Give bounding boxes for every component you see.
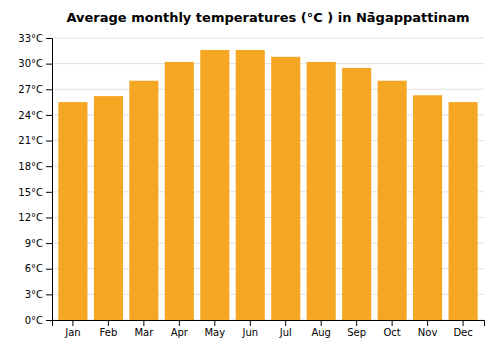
- x-axis: Jan Feb Mar Apr May Jun Jul Aug Sep Oct Nov Dec: [53, 320, 485, 338]
- y-tick: 9°C: [25, 238, 52, 249]
- x-tick: Apr: [171, 320, 189, 338]
- x-tick: Jun: [241, 320, 258, 338]
- chart-container: 0°C 3°C 6°C 9°C 12°C 15°C 18°C 21°C 24°C 27°C 30°C…: [0, 0, 500, 350]
- x-tick-label: Jan: [64, 327, 80, 338]
- x-tick: May: [204, 320, 225, 338]
- x-tick-label: Mar: [134, 327, 154, 338]
- bar: [129, 81, 158, 320]
- x-tick-mark: [108, 320, 109, 326]
- x-tick-label: Dec: [453, 327, 472, 338]
- x-tick-label: Oct: [383, 327, 400, 338]
- y-tick-mark: [46, 64, 52, 65]
- bar: [307, 62, 336, 320]
- x-tick: Jul: [279, 320, 292, 338]
- x-tick-mark: [250, 320, 251, 326]
- y-tick: 18°C: [18, 161, 52, 172]
- bars: [58, 50, 477, 320]
- x-tick-mark: [179, 320, 180, 326]
- bar: [200, 50, 229, 320]
- bar: [58, 102, 87, 320]
- y-tick-mark: [46, 38, 52, 39]
- x-tick: Aug: [311, 320, 331, 338]
- axis-line: [46, 39, 53, 321]
- y-tick-mark: [46, 115, 52, 116]
- y-tick-label: 12°C: [18, 212, 43, 223]
- y-tick-mark: [46, 141, 52, 142]
- grid-line: [52, 63, 484, 64]
- chart: 0°C 3°C 6°C 9°C 12°C 15°C 18°C 21°C 24°C 27°C 30°C…: [0, 0, 500, 350]
- y-tick: 12°C: [18, 212, 52, 223]
- y-tick-label: 6°C: [25, 263, 43, 274]
- bar: [271, 57, 300, 320]
- grid-line: [52, 38, 484, 39]
- y-axis: 0°C 3°C 6°C 9°C 12°C 15°C 18°C 21°C 24°C 27°C 30°C…: [18, 33, 52, 326]
- x-tick: Mar: [134, 320, 154, 338]
- y-tick-label: 30°C: [18, 58, 43, 69]
- x-tick: Nov: [418, 320, 438, 338]
- bar: [449, 102, 478, 320]
- bar: [342, 68, 371, 320]
- y-tick: 3°C: [25, 289, 52, 300]
- x-tick: Feb: [100, 320, 118, 338]
- x-tick-label: Apr: [171, 327, 189, 338]
- x-tick-mark: [285, 320, 286, 326]
- y-tick-label: 0°C: [25, 315, 43, 326]
- y-tick-mark: [46, 192, 52, 193]
- y-tick-label: 24°C: [18, 110, 43, 121]
- grid-line: [52, 89, 484, 90]
- x-tick-label: Jun: [241, 327, 258, 338]
- y-tick-mark: [46, 89, 52, 90]
- x-tick-mark: [321, 320, 322, 326]
- bar: [165, 62, 194, 320]
- y-tick-label: 15°C: [18, 187, 43, 198]
- title: Average monthly temperatures (°C ) in Nā…: [66, 10, 469, 25]
- y-tick-mark: [46, 243, 52, 244]
- x-tick-mark: [392, 320, 393, 326]
- x-tick-mark: [463, 320, 464, 326]
- grid: [52, 38, 484, 320]
- y-tick-mark: [46, 269, 52, 270]
- x-tick-mark: [143, 320, 144, 326]
- y-tick: 0°C: [25, 315, 52, 326]
- bar: [94, 96, 123, 320]
- x-tick-label: Aug: [311, 327, 331, 338]
- y-tick-mark: [46, 166, 52, 167]
- x-tick-label: May: [204, 327, 225, 338]
- y-tick: 21°C: [18, 135, 52, 146]
- y-tick: 15°C: [18, 187, 52, 198]
- x-tick-label: Jul: [279, 327, 292, 338]
- y-tick: 27°C: [18, 84, 52, 95]
- x-tick: Sep: [347, 320, 366, 338]
- y-tick-mark: [46, 294, 52, 295]
- y-tick: 6°C: [25, 263, 52, 274]
- y-tick-label: 27°C: [18, 84, 43, 95]
- x-tick-mark: [356, 320, 357, 326]
- x-tick-label: Sep: [347, 327, 366, 338]
- x-tick-mark: [214, 320, 215, 326]
- x-tick: Dec: [453, 320, 472, 338]
- x-tick-label: Nov: [418, 327, 438, 338]
- y-tick: 30°C: [18, 58, 52, 69]
- bar: [378, 81, 407, 320]
- y-tick: 33°C: [18, 33, 52, 44]
- bar: [413, 95, 442, 320]
- x-tick: Oct: [383, 320, 400, 338]
- x-tick-mark: [427, 320, 428, 326]
- y-tick-label: 33°C: [18, 33, 43, 44]
- y-tick: 24°C: [18, 110, 52, 121]
- x-tick-label: Feb: [100, 327, 118, 338]
- x-tick: Jan: [64, 320, 80, 338]
- y-tick-label: 18°C: [18, 161, 43, 172]
- y-tick-label: 9°C: [25, 238, 43, 249]
- x-tick-mark: [72, 320, 73, 326]
- y-tick-mark: [46, 320, 52, 321]
- bar: [236, 50, 265, 320]
- y-tick-label: 3°C: [25, 289, 43, 300]
- y-tick-label: 21°C: [18, 135, 43, 146]
- axis-line: [53, 321, 485, 327]
- y-tick-mark: [46, 217, 52, 218]
